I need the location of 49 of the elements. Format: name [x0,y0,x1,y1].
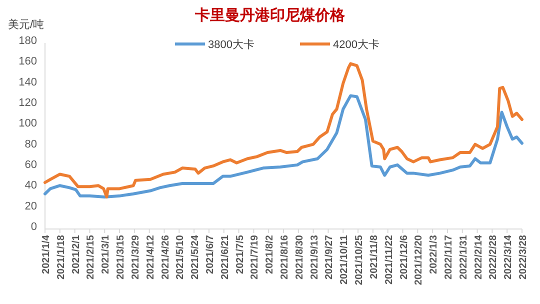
x-tick-label: 2021/6/7 [204,234,216,274]
x-tick-label: 2021/11/22 [384,234,395,284]
y-tick-label: 20 [24,200,37,212]
x-tick-label: 2021/8/16 [280,234,290,280]
x-tick-label: 2021/4/26 [160,234,172,280]
x-tick-label: 2021/1/18 [56,234,67,280]
chart-title: 卡里曼丹港印尼煤价格 [194,7,346,24]
y-tick-label: 0 [30,221,37,233]
x-tick-label: 2021/3/29 [130,234,142,280]
y-tick-label: 140 [18,76,37,88]
x-tick-label: 2021/2/15 [86,234,97,280]
x-tick-label: 2021/3/1 [100,234,112,274]
x-tick-label: 2021/6/21 [220,234,231,280]
x-tick-label: 2021/5/24 [190,234,202,280]
x-tick-label: 2021/9/27 [324,234,336,280]
y-tick-label: 60 [24,159,37,171]
x-tick-label: 2021/7/5 [234,234,246,274]
x-tick-label: 2021/5/10 [175,234,186,280]
legend-label: 4200大卡 [333,38,380,51]
y-axis-title: 美元/吨 [8,18,44,31]
x-tick-label: 2022/1/3 [428,234,440,274]
y-tick-label: 40 [24,180,37,192]
x-tick-label: 2022/2/28 [488,234,500,280]
y-tick-label: 80 [24,138,37,150]
x-tick-label: 2021/9/13 [309,234,320,280]
x-tick-label: 2022/3/28 [518,234,529,280]
x-tick-label: 2021/1/4 [41,234,52,274]
line-series [44,94,524,198]
line-series [44,62,524,198]
y-tick-label: 180 [18,35,37,47]
legend-label: 3800大卡 [208,38,254,51]
x-tick-label: 2022/2/14 [473,234,484,280]
x-tick-label: 2021/8/2 [264,234,276,274]
y-tick-label: 100 [18,118,37,130]
x-tick-label: 2022/1/31 [458,234,470,280]
x-tick-label: 2021/11/8 [368,234,380,279]
y-tick-label: 160 [18,56,37,68]
x-tick-label: 2021/10/25 [354,234,366,286]
x-tick-label: 2021/7/19 [250,234,261,280]
x-tick-label: 2021/12/20 [414,234,425,286]
x-tick-label: 2022/1/17 [443,234,454,280]
x-tick-label: 2021/10/11 [339,234,350,284]
y-tick-label: 120 [18,97,37,109]
x-tick-label: 2021/2/1 [70,234,82,274]
x-tick-label: 2021/4/12 [145,234,156,280]
x-tick-label: 2021/3/15 [116,234,127,280]
x-tick-label: 2021/12/6 [398,234,410,280]
x-tick-label: 2022/3/14 [503,234,514,280]
x-tick-label: 2021/8/30 [294,234,306,280]
